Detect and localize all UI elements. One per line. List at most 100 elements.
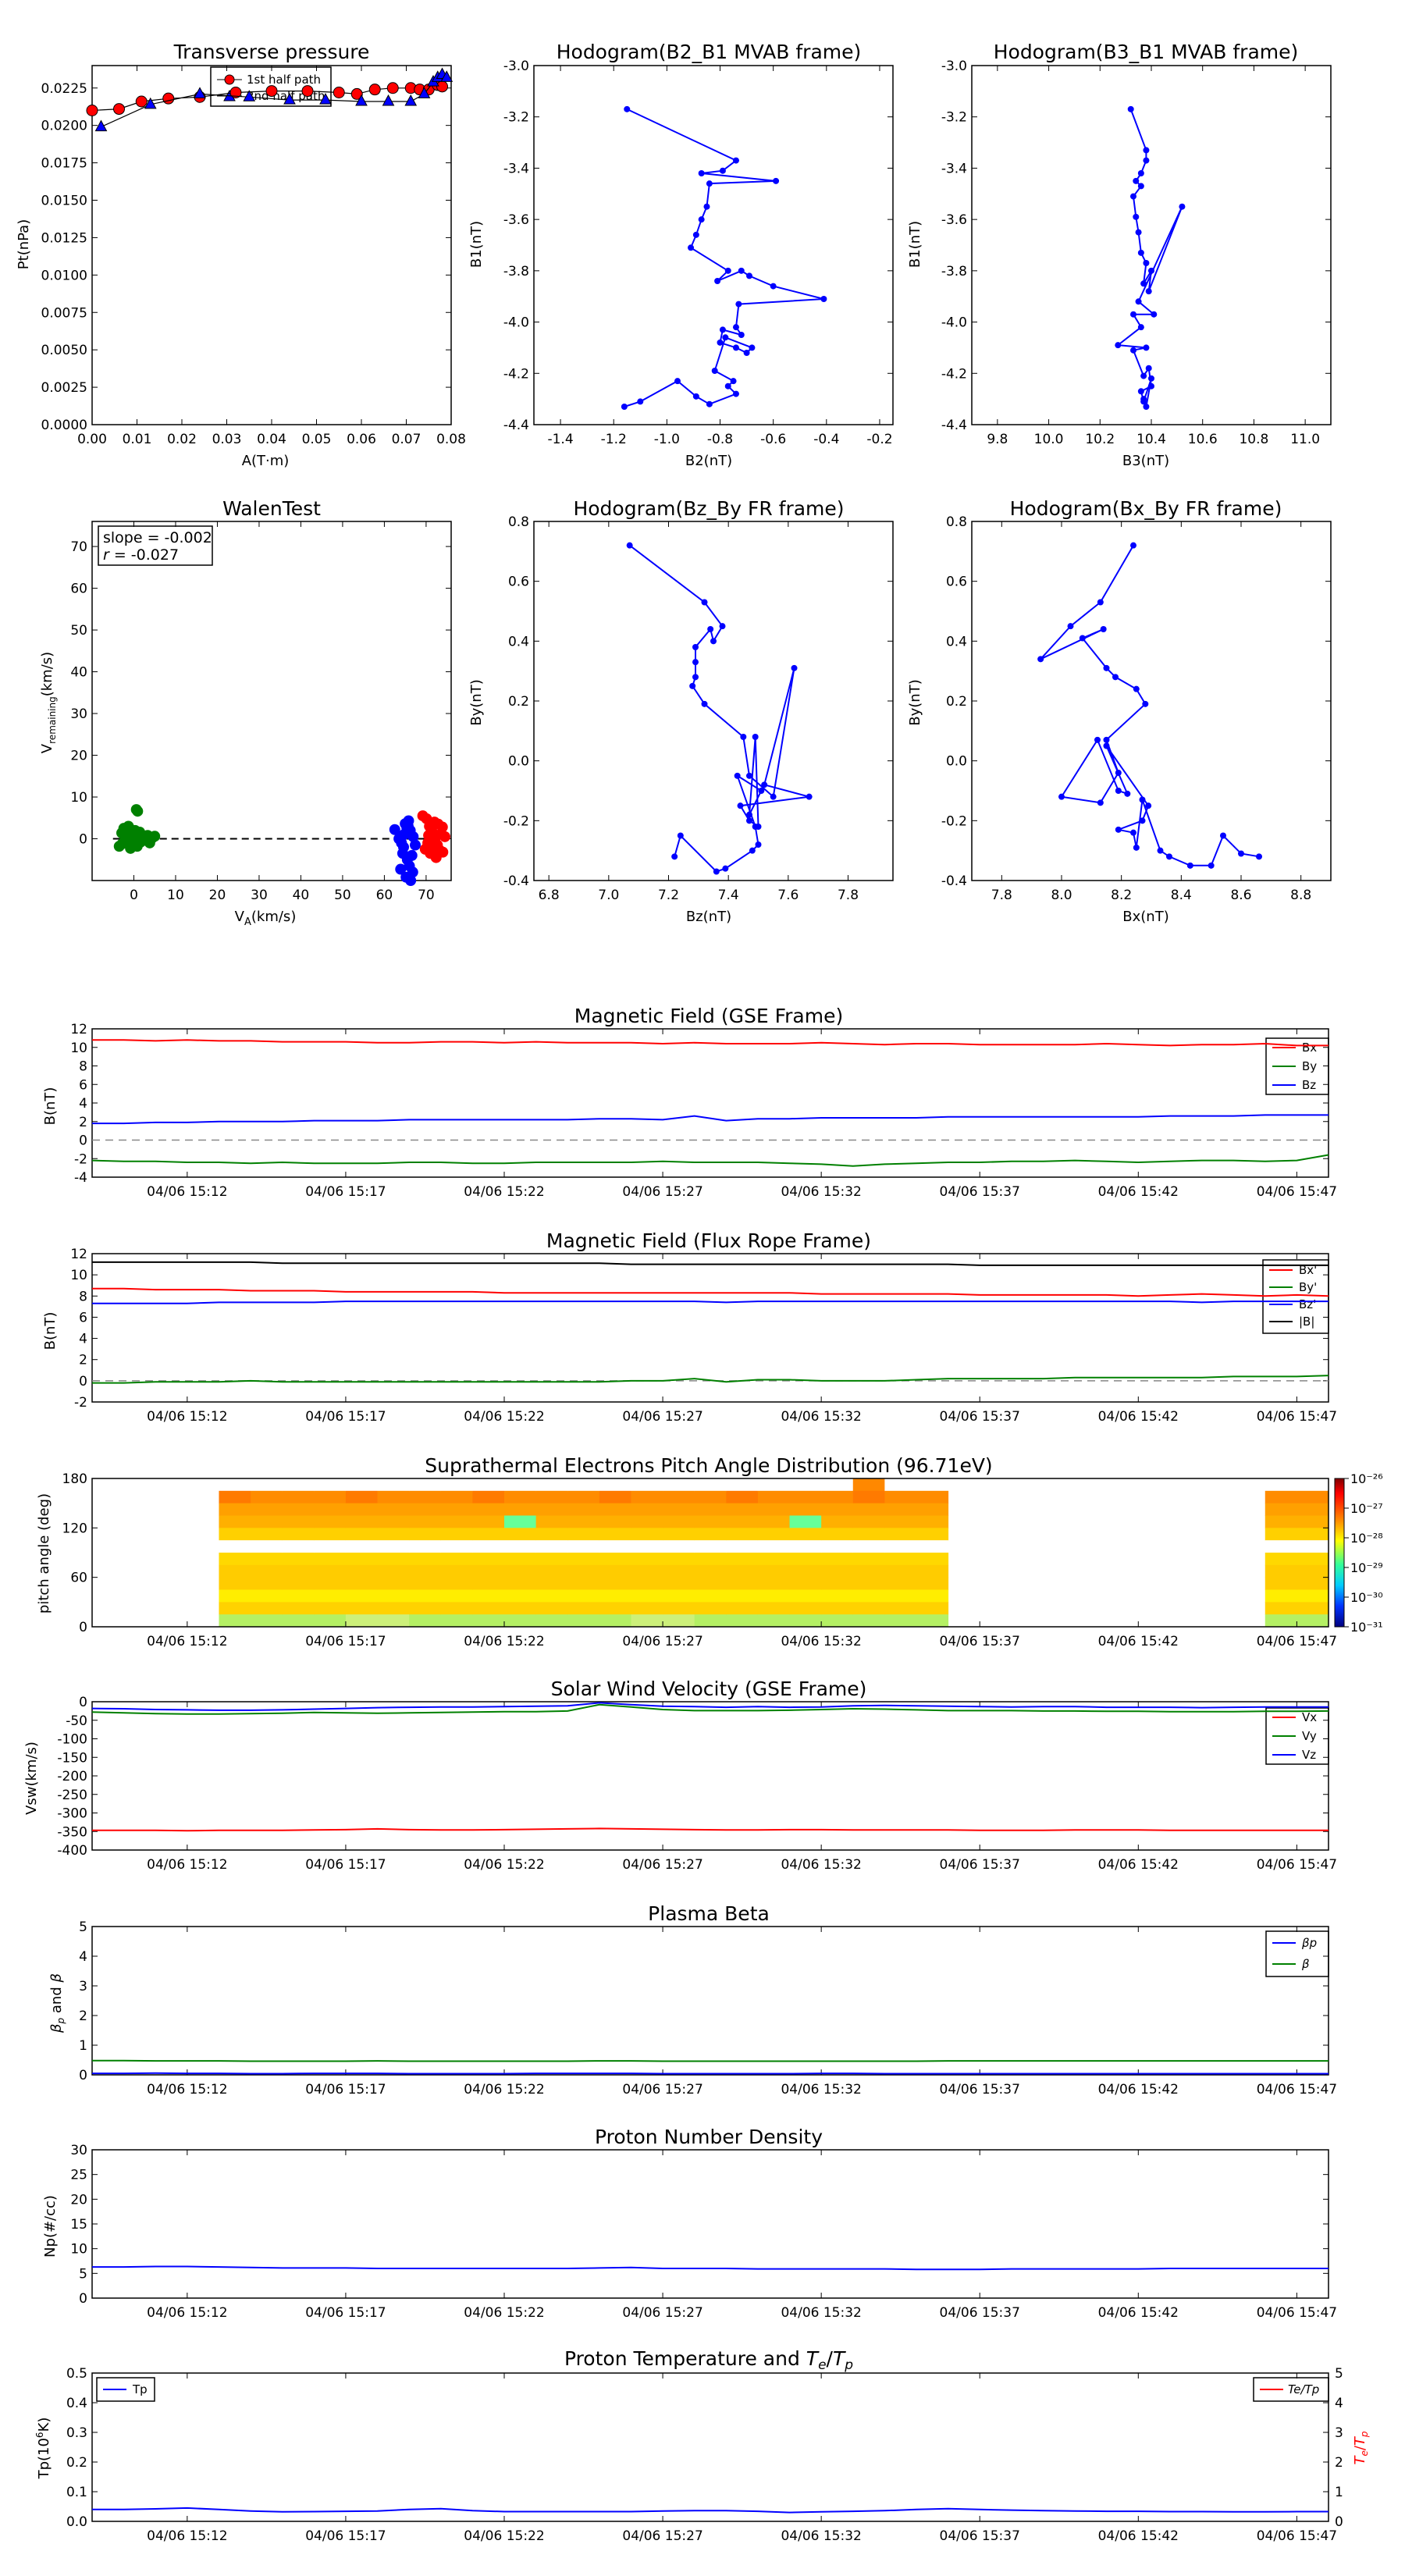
pad-cell: [726, 1503, 759, 1516]
pad-cell: [219, 1540, 251, 1553]
pad-cell: [694, 1503, 727, 1516]
h21-point: [724, 382, 731, 390]
pad-cell: [599, 1553, 631, 1566]
pt-xtick-label: 0.07: [392, 432, 422, 447]
pad-cell: [504, 1553, 537, 1566]
pad-cell: [251, 1540, 283, 1553]
hxy-point: [1256, 853, 1262, 860]
pad-cell: [789, 1490, 822, 1504]
walen-point-blue: [401, 823, 413, 834]
mag-fr-legend-bz: Bz': [1299, 1297, 1316, 1311]
temp-y2tick-label: 3: [1335, 2425, 1343, 2441]
vsw-title: Solar Wind Velocity (GSE Frame): [551, 1678, 867, 1700]
pt-ytick-label: 0.0175: [41, 156, 87, 172]
pad-cell: [884, 1602, 917, 1615]
hxy-ytick-label: 0.4: [946, 634, 967, 649]
pad-cell: [599, 1564, 631, 1578]
pad-cell: [282, 1490, 315, 1504]
hxy-xlabel: Bx(nT): [1122, 909, 1168, 925]
pad-cell: [821, 1589, 854, 1603]
beta-ytick-label: 5: [79, 1920, 87, 1935]
hzy-point: [761, 781, 768, 788]
pad-cell: [345, 1602, 379, 1615]
h31-point: [1135, 229, 1142, 236]
vsw-time-label: 04/06 15:12: [147, 1857, 227, 1873]
mag-gse-legend-bx: Bx: [1302, 1041, 1317, 1055]
pad-cell: [440, 1503, 473, 1516]
walen-point-green: [121, 832, 133, 844]
hxy-point: [1097, 799, 1104, 806]
pad-cell: [314, 1589, 347, 1603]
hxy-point: [1124, 790, 1131, 797]
mag_gse-ytick-label: 6: [79, 1077, 87, 1093]
h31-xtick-label: 10.4: [1136, 432, 1166, 447]
pad-cell: [757, 1602, 791, 1615]
h31-point: [1137, 170, 1144, 176]
hzy-point: [791, 664, 798, 671]
mag_gse-time-label: 04/06 15:32: [781, 1184, 861, 1200]
pad-cell: [219, 1577, 251, 1590]
walen-ytick-label: 50: [70, 623, 87, 639]
np-ylabel: Np(#/cc): [42, 2195, 59, 2258]
pad-cell: [535, 1614, 568, 1628]
mag_fr-series-bz: [92, 1300, 1329, 1304]
pad-cell: [1264, 1528, 1297, 1541]
pad-cell: [472, 1490, 505, 1504]
pad-cell: [472, 1553, 505, 1566]
walen-xtick-label: 70: [418, 888, 435, 903]
hxy-point: [1115, 770, 1122, 776]
mag_gse-ytick-label: 0: [79, 1133, 87, 1149]
pad-cell: [631, 1589, 663, 1603]
pad-cell: [219, 1503, 251, 1516]
pad-cell: [345, 1589, 379, 1603]
hzy-axes-frame: [533, 521, 894, 881]
mag-gse-legend: Bx By Bz: [1265, 1037, 1329, 1095]
pad-cell: [377, 1528, 410, 1541]
h31-point: [1133, 177, 1140, 184]
h31-ytick-label: -3.8: [941, 264, 967, 279]
pad-cell: [663, 1540, 695, 1553]
pad-cell: [884, 1614, 917, 1628]
mag_fr-ytick-label: 8: [79, 1289, 87, 1304]
pad-cell: [409, 1614, 442, 1628]
walen-ylabel: Vremaining(km/s): [39, 652, 58, 753]
pt-legend-1st: 1st half path: [247, 73, 321, 87]
mag_gse-series-by: [91, 1154, 1329, 1167]
pad-cell: [694, 1478, 727, 1492]
pad-axes-frame: [91, 1478, 1329, 1628]
vsw-axes-frame: [91, 1701, 1329, 1851]
h31-point: [1137, 388, 1144, 395]
mag_gse-ytick-label: -4: [74, 1170, 87, 1186]
pad-cell: [504, 1540, 537, 1553]
vsw-time-label: 04/06 15:22: [464, 1857, 544, 1873]
pad-cell: [409, 1503, 442, 1516]
hzy-point: [722, 865, 729, 872]
pad-cell: [916, 1564, 949, 1578]
h31-point: [1143, 404, 1150, 410]
pad-cell: [1297, 1577, 1329, 1590]
pad-cell: [377, 1540, 410, 1553]
pad-cell: [599, 1589, 631, 1603]
hxy-point: [1103, 736, 1110, 743]
pad-cell: [377, 1602, 410, 1615]
pad-cell: [821, 1614, 854, 1628]
pad-cell: [694, 1540, 727, 1553]
h31-ytick-label: -3.2: [941, 110, 967, 126]
hzy-ytick-label: -0.2: [503, 813, 529, 829]
hzy-point: [755, 841, 762, 848]
h21-point: [692, 231, 699, 238]
pad-cell: [663, 1602, 695, 1615]
hzy-xtick-label: 7.8: [838, 888, 859, 903]
pad-cell: [852, 1564, 885, 1578]
walen-stats-box: slope = -0.002 r = -0.027: [98, 525, 213, 566]
pad-cell: [884, 1540, 917, 1553]
pad-cell: [282, 1577, 315, 1590]
pad-cell: [916, 1540, 949, 1553]
pad-cell: [504, 1478, 537, 1492]
hzy-point: [719, 623, 726, 630]
h31-point: [1148, 382, 1154, 390]
pad-cell: [789, 1553, 822, 1566]
beta-time-label: 04/06 15:42: [1098, 2082, 1179, 2097]
hzy-point: [713, 868, 720, 875]
